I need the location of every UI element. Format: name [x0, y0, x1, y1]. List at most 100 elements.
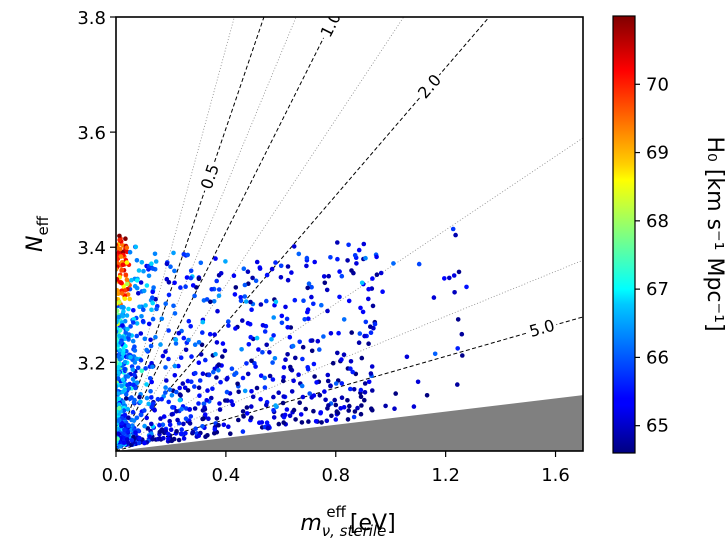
scatter-point [370, 388, 375, 393]
scatter-point [143, 303, 148, 308]
scatter-point [134, 258, 140, 263]
scatter-point [339, 395, 345, 401]
scatter-point [188, 275, 194, 281]
scatter-point [324, 418, 330, 424]
scatter-point [288, 366, 294, 372]
scatter-point [351, 414, 357, 420]
scatter-point [157, 429, 163, 435]
scatter-point [300, 344, 306, 350]
scatter-point [133, 430, 138, 435]
scatter-point [196, 385, 202, 391]
scatter-point [262, 375, 268, 381]
scatter-point [339, 273, 345, 279]
scatter-point [124, 277, 130, 283]
scatter-point [358, 387, 364, 393]
scatter-point [285, 264, 291, 269]
scatter-point [123, 374, 128, 379]
contour-label-bg [524, 314, 559, 342]
scatter-point [319, 302, 324, 308]
scatter-point [269, 337, 274, 342]
scatter-point [127, 249, 133, 255]
scatter-point [216, 287, 222, 292]
scatter-point [123, 330, 128, 335]
scatter-point [188, 268, 194, 274]
scatter-point [178, 285, 183, 290]
scatter-point [217, 401, 222, 406]
scatter-point [116, 260, 120, 265]
scatter-point [138, 399, 143, 405]
scatter-point [149, 307, 154, 313]
scatter-point [136, 440, 142, 446]
scatter-point [144, 283, 150, 288]
scatter-point [464, 284, 469, 290]
scatter-point [339, 381, 345, 386]
colorbar-tick-label: 69 [646, 143, 669, 164]
scatter-point [126, 306, 131, 312]
scatter-point [451, 273, 457, 278]
scatter-point [123, 392, 129, 397]
scatter-point [372, 321, 378, 327]
scatter-point [216, 368, 221, 373]
scatter-point [238, 298, 244, 304]
dotted-guides [116, 17, 583, 451]
scatter-point [140, 318, 146, 324]
scatter-point [374, 254, 379, 260]
scatter-point [171, 250, 176, 256]
scatter-point [302, 317, 308, 322]
scatter-point [281, 378, 286, 384]
scatter-point [319, 420, 324, 425]
scatter-point [432, 351, 438, 357]
scatter-point [236, 389, 241, 395]
scatter-point [161, 435, 166, 441]
scatter-point [183, 284, 188, 290]
scatter-point [144, 415, 149, 421]
scatter-point [146, 401, 151, 407]
scatter-point [132, 372, 137, 378]
scatter-point [317, 393, 323, 398]
scatter-point [287, 413, 293, 419]
scatter-point [284, 407, 290, 412]
scatter-point [189, 379, 194, 385]
scatter-point [321, 274, 327, 279]
scatter-point [152, 251, 158, 257]
scatter-point [347, 403, 352, 409]
x-tick-label: 0.4 [212, 465, 241, 486]
scatter-point [299, 420, 305, 425]
scatter-point [226, 424, 231, 430]
scatter-point [455, 382, 460, 387]
scatter-point [284, 316, 290, 322]
scatter-point [172, 373, 178, 378]
dotted-guide-3 [116, 137, 583, 451]
scatter-point [150, 300, 155, 306]
scatter-point [186, 318, 192, 324]
scatter-point [134, 278, 140, 283]
scatter-point [206, 372, 212, 378]
scatter-point [150, 295, 155, 301]
scatter-point [267, 350, 272, 355]
scatter-point [204, 297, 210, 302]
scatter-point [147, 376, 153, 381]
scatter-point [129, 438, 135, 443]
scatter-point [119, 291, 125, 296]
scatter-point [197, 378, 203, 383]
scatter-point [121, 440, 127, 445]
scatter-point [269, 266, 275, 272]
scatter-point [317, 347, 322, 352]
scatter-point [198, 260, 204, 266]
scatter-point [357, 331, 363, 336]
scatter-point [369, 364, 375, 369]
contour-label-text: 5.0 [527, 316, 557, 341]
scatter-point [232, 292, 238, 297]
scatter-point [333, 381, 339, 386]
scatter-point [459, 331, 465, 337]
scatter-point [200, 330, 205, 335]
scatter-point [153, 259, 159, 264]
scatter-point [271, 333, 276, 338]
scatter-point [297, 400, 303, 406]
scatter-point [346, 408, 352, 413]
colorbar-tick-label: 70 [646, 74, 669, 95]
scatter-point [442, 276, 447, 281]
scatter-point [337, 294, 342, 300]
scatter-point [296, 251, 302, 257]
scatter-point [271, 408, 276, 413]
